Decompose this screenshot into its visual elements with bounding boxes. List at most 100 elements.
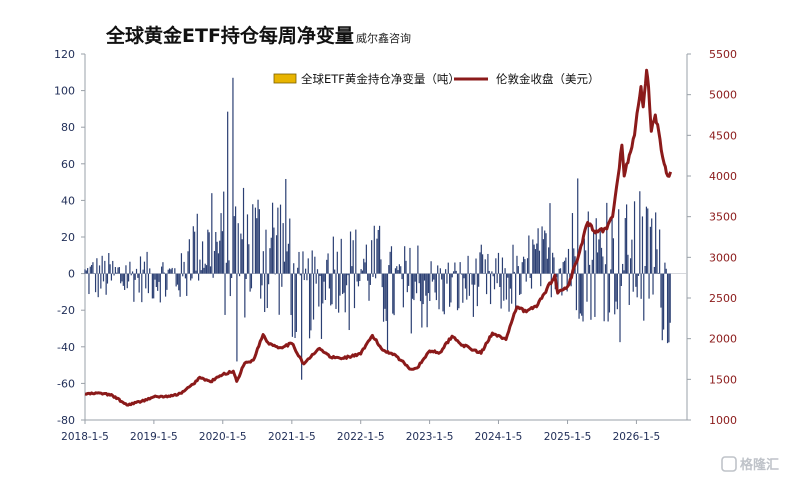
etf-bar xyxy=(283,223,284,274)
etf-bar xyxy=(185,274,186,279)
etf-bar xyxy=(507,274,508,278)
etf-bar xyxy=(177,274,178,285)
etf-bar xyxy=(441,274,442,280)
etf-bar xyxy=(597,252,598,273)
etf-bar xyxy=(656,249,657,273)
etf-bar xyxy=(643,274,644,321)
etf-bar xyxy=(668,274,669,343)
etf-bar xyxy=(367,274,368,281)
etf-bar xyxy=(442,274,443,312)
etf-bar xyxy=(273,228,274,274)
etf-bar xyxy=(508,274,509,312)
etf-bar xyxy=(187,251,188,273)
etf-bar xyxy=(516,256,517,274)
etf-bar xyxy=(280,205,281,274)
etf-bar xyxy=(149,268,150,273)
etf-bar xyxy=(481,245,482,274)
etf-bar xyxy=(396,266,397,273)
left-axis-tick-label: -60 xyxy=(57,377,75,390)
etf-bar xyxy=(91,265,92,274)
etf-bar xyxy=(162,262,163,273)
etf-bar xyxy=(195,271,196,274)
etf-bar xyxy=(115,267,116,274)
etf-bar xyxy=(506,274,507,300)
etf-bar xyxy=(429,274,430,301)
etf-bar xyxy=(589,265,590,274)
etf-bar xyxy=(197,214,198,274)
left-axis-tick-label: 120 xyxy=(54,48,75,61)
etf-bar xyxy=(474,274,475,285)
etf-bar xyxy=(139,274,140,293)
etf-bar xyxy=(194,232,195,274)
etf-bar xyxy=(428,274,429,293)
etf-bar xyxy=(662,274,663,341)
etf-bar xyxy=(512,245,513,274)
etf-bar xyxy=(244,274,245,318)
etf-bar xyxy=(379,226,380,274)
etf-bar xyxy=(242,239,243,273)
etf-bar xyxy=(606,203,607,274)
etf-bar xyxy=(349,274,350,330)
etf-bar xyxy=(431,261,432,273)
etf-bar xyxy=(148,274,149,294)
etf-bar xyxy=(334,270,335,274)
etf-bar xyxy=(250,274,251,292)
etf-bar xyxy=(452,274,453,278)
etf-bar xyxy=(605,264,606,273)
etf-bar xyxy=(210,266,211,273)
etf-bar xyxy=(231,274,232,278)
etf-bar xyxy=(314,257,315,274)
etf-bar xyxy=(224,274,225,315)
etf-bar xyxy=(596,218,597,273)
etf-bar xyxy=(290,274,291,315)
etf-bar xyxy=(246,274,247,279)
etf-bar xyxy=(90,267,91,274)
etf-bar xyxy=(275,274,276,275)
etf-bar xyxy=(255,208,256,274)
etf-bar xyxy=(581,274,582,316)
etf-bar xyxy=(458,274,459,309)
etf-bar xyxy=(522,262,523,273)
etf-bar xyxy=(353,240,354,273)
watermark-text: 格隆汇 xyxy=(740,457,779,473)
etf-bar xyxy=(296,274,297,332)
etf-bar xyxy=(102,256,103,274)
etf-bar xyxy=(271,238,272,274)
etf-bar xyxy=(198,274,199,281)
etf-bar xyxy=(622,264,623,274)
etf-bar xyxy=(421,274,422,328)
etf-bar xyxy=(123,274,124,286)
etf-bar xyxy=(358,274,359,287)
etf-bar xyxy=(511,274,512,304)
x-axis-tick-label: 2020-1-5 xyxy=(199,431,247,443)
etf-bar xyxy=(376,239,377,274)
x-axis-tick-label: 2022-1-5 xyxy=(337,431,385,443)
etf-bar xyxy=(164,273,165,274)
etf-bar xyxy=(615,274,616,302)
etf-bar xyxy=(536,244,537,274)
etf-bar xyxy=(547,259,548,274)
etf-bar xyxy=(395,268,396,273)
etf-bar xyxy=(639,191,640,273)
etf-bar xyxy=(436,274,437,300)
etf-bar xyxy=(407,274,408,293)
left-axis-tick-label: 80 xyxy=(61,121,75,134)
etf-bar xyxy=(642,216,643,273)
etf-bar xyxy=(322,274,323,304)
etf-bar xyxy=(403,274,404,308)
etf-bar xyxy=(201,270,202,273)
etf-bar xyxy=(666,269,667,274)
chart-title: 全球黄金ETF持仓每周净变量 xyxy=(105,24,354,47)
etf-bar xyxy=(269,248,270,273)
etf-bar xyxy=(263,251,264,273)
etf-bar xyxy=(99,265,100,273)
etf-bar xyxy=(510,274,511,289)
etf-bar xyxy=(440,268,441,273)
etf-bar xyxy=(172,268,173,274)
etf-bar xyxy=(584,239,585,274)
etf-bar xyxy=(502,258,503,274)
etf-bar xyxy=(104,261,105,274)
etf-bar xyxy=(585,250,586,273)
etf-bar xyxy=(473,274,474,317)
